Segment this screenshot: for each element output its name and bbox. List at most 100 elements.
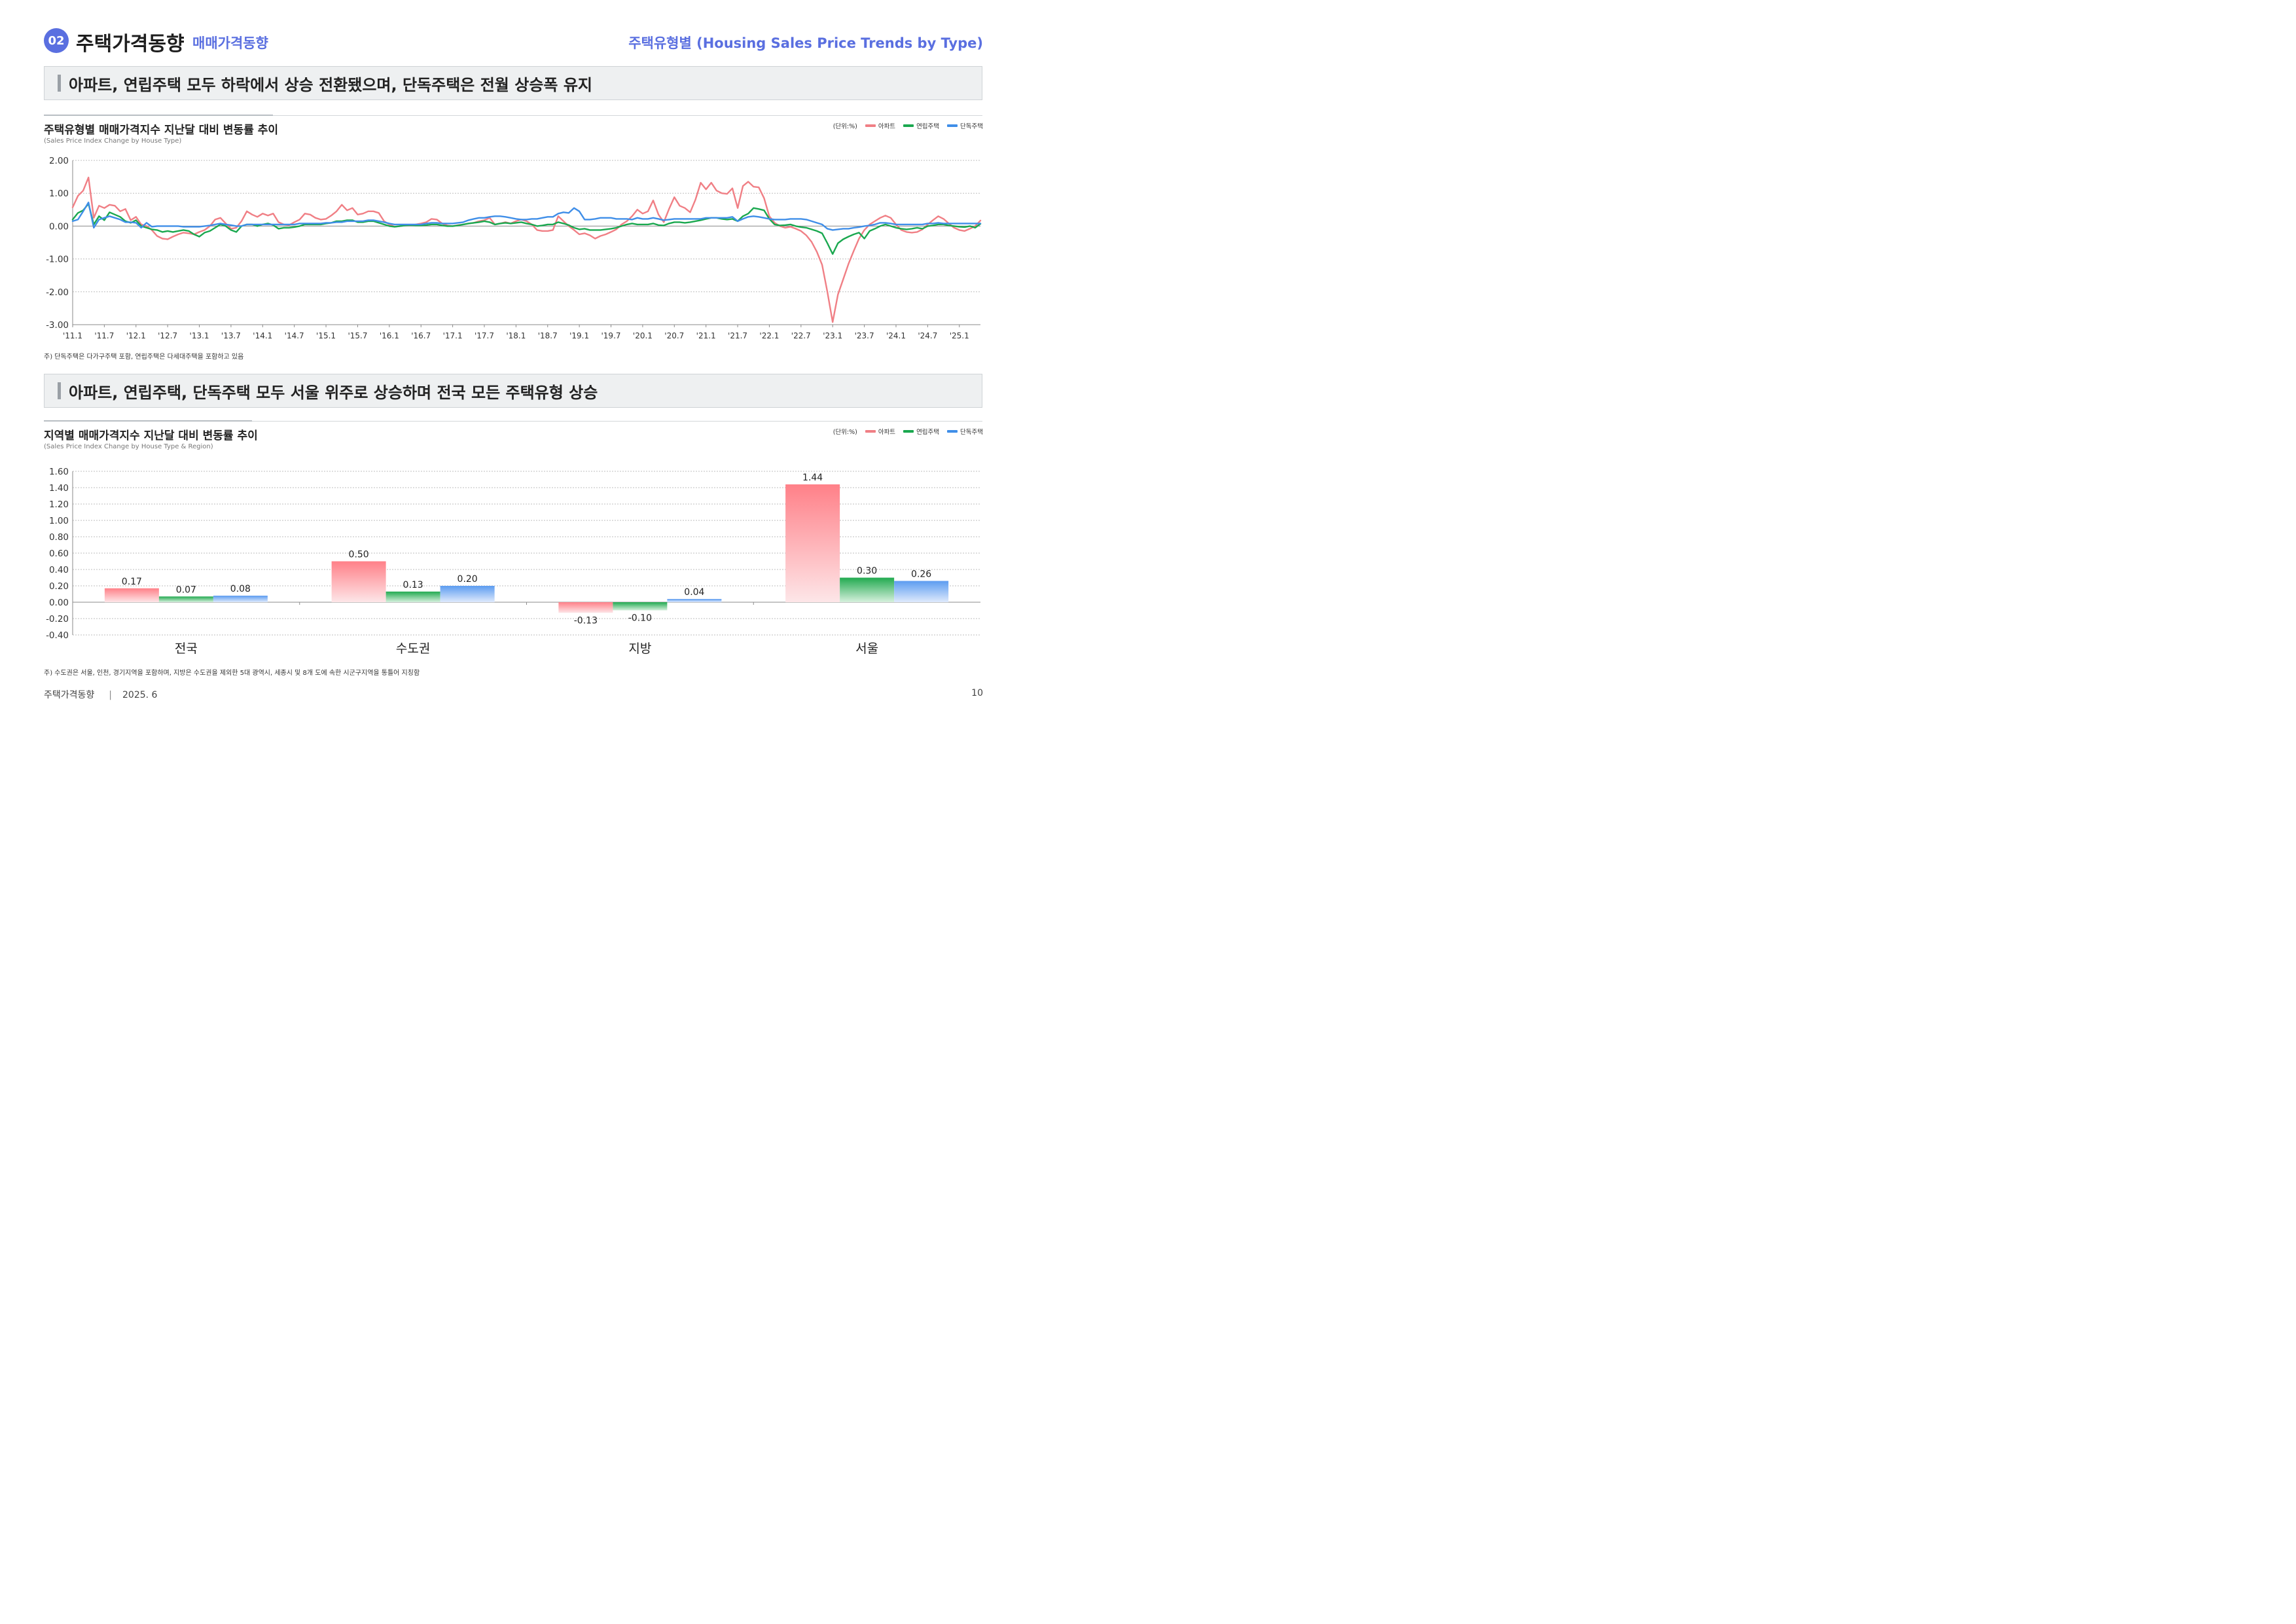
report-page: 02 주택가격동향 매매가격동향 주택유형별 (Housing Sales Pr… <box>0 0 1021 722</box>
legend-label: 단독주택 <box>960 429 983 436</box>
x-tick-label: '11.7 <box>94 331 114 340</box>
x-tick-label: '11.1 <box>63 331 82 340</box>
x-tick-label: '17.1 <box>443 331 463 340</box>
data-label: 0.50 <box>349 550 369 560</box>
chart2-title-rule <box>44 420 252 422</box>
legend-label: 단독주택 <box>960 123 983 130</box>
x-tick-label: '20.1 <box>633 331 653 340</box>
y-tick-label: 1.00 <box>49 189 69 199</box>
apartment-bar <box>331 561 386 602</box>
chart1-title-rule <box>44 115 273 116</box>
category-label: 수도권 <box>396 641 430 656</box>
category-label: 전국 <box>175 641 198 656</box>
x-tick-label: '16.1 <box>380 331 399 340</box>
data-label: 0.08 <box>230 584 251 594</box>
y-tick-label: 0.60 <box>49 549 69 559</box>
y-tick-label: 0.00 <box>49 221 69 232</box>
x-tick-label: '18.1 <box>506 331 526 340</box>
apartment-bar <box>785 484 840 602</box>
data-label: 1.44 <box>802 473 823 483</box>
legend-swatch <box>865 124 876 127</box>
legend-item-apartment: 아파트 <box>865 121 895 130</box>
x-tick-label: '23.7 <box>855 331 874 340</box>
y-tick-label: -3.00 <box>46 320 69 331</box>
bar-chart: 1.60 1.40 1.20 1.00 0.80 0.60 0.40 0.20 0.00 -0.2… <box>46 467 980 656</box>
y-tick-label: -0.40 <box>46 630 69 641</box>
legend-item-apartment: 아파트 <box>865 427 895 436</box>
x-tick-label: '14.7 <box>285 331 304 340</box>
x-tick-label: '20.7 <box>664 331 684 340</box>
footer-separator: | <box>109 690 112 700</box>
data-label: 0.26 <box>911 569 931 580</box>
data-label: 0.04 <box>684 587 704 598</box>
legend-item-detached: 단독주택 <box>947 427 983 436</box>
legend-unit: (단위:%) <box>833 429 857 436</box>
y-tick-label: -1.00 <box>46 255 69 265</box>
chart1-legend: (단위:%) 아파트 연립주택 단독주택 <box>833 121 983 130</box>
footer-left: 주택가격동향 | 2025. 6 <box>44 688 157 701</box>
x-tick-label: '21.1 <box>696 331 716 340</box>
legend-swatch <box>903 124 914 127</box>
line-chart: 2.00 1.00 0.00 -1.00 -2.00 -3.00'11.1 '11.7 '12… <box>46 156 982 340</box>
y-tick-label: 1.20 <box>49 499 69 510</box>
rowhouse-bar <box>386 591 440 602</box>
chart2-note: 주) 수도권은 서울, 인천, 경기지역을 포함하며, 지방은 수도권을 제외한… <box>44 670 420 677</box>
x-tick-label: '24.7 <box>918 331 937 340</box>
chart1-divider <box>44 115 982 116</box>
x-tick-label: '13.1 <box>190 331 209 340</box>
x-tick-label: '15.7 <box>348 331 367 340</box>
data-label: -0.10 <box>628 613 652 624</box>
data-label: 0.07 <box>176 585 196 595</box>
section-title: 주택가격동향 <box>76 33 185 56</box>
data-label: -0.13 <box>574 615 598 626</box>
x-tick-label: '12.1 <box>126 331 146 340</box>
rowhouse-bar <box>158 596 213 602</box>
x-tick-label: '17.7 <box>475 331 494 340</box>
legend-item-rowhouse: 연립주택 <box>903 121 939 130</box>
rowhouse-line <box>71 203 982 255</box>
detached-bar <box>213 596 268 602</box>
y-tick-label: 0.40 <box>49 565 69 575</box>
headline-box-1: 아파트, 연립주택 모두 하락에서 상승 전환됐으며, 단독주택은 전월 상승폭… <box>44 66 982 100</box>
section-number-badge: 02 <box>44 28 69 53</box>
detached-bar <box>894 581 949 602</box>
x-tick-label: '25.1 <box>950 331 969 340</box>
x-tick-label: '18.7 <box>538 331 558 340</box>
chart1-note: 주) 단독주택은 다가구주택 포함, 연립주택은 다세대주택을 포함하고 있음 <box>44 353 244 361</box>
legend-item-rowhouse: 연립주택 <box>903 427 939 436</box>
chart2-title: 지역별 매매가격지수 지난달 대비 변동률 추이 <box>44 429 258 442</box>
category-label: 서울 <box>855 641 878 656</box>
detached-bar <box>440 586 495 602</box>
apartment-line <box>71 176 982 323</box>
headline-marker <box>58 75 61 92</box>
chart2-subtitle: (Sales Price Index Change by House Type … <box>44 443 213 450</box>
chart2-divider <box>44 421 982 422</box>
detached-line <box>71 202 982 231</box>
apartment-bar <box>558 602 613 613</box>
x-tick-label: '14.1 <box>253 331 272 340</box>
legend-swatch <box>865 430 876 433</box>
legend-swatch <box>903 430 914 433</box>
y-tick-label: 1.00 <box>49 516 69 526</box>
detached-bar <box>667 599 722 602</box>
x-tick-label: '22.7 <box>791 331 811 340</box>
chart1-subtitle: (Sales Price Index Change by House Type) <box>44 137 182 145</box>
x-tick-label: '19.7 <box>601 331 621 340</box>
chart1-title: 주택유형별 매매가격지수 지난달 대비 변동률 추이 <box>44 124 279 137</box>
legend-item-detached: 단독주택 <box>947 121 983 130</box>
legend-label: 연립주택 <box>916 429 940 436</box>
chart2-legend: (단위:%) 아파트 연립주택 단독주택 <box>833 427 983 436</box>
y-tick-label: -0.20 <box>46 614 69 624</box>
data-label: 0.17 <box>122 577 142 587</box>
rowhouse-bar <box>840 577 895 602</box>
x-tick-label: '12.7 <box>158 331 177 340</box>
headline-marker <box>58 382 61 399</box>
apartment-bar <box>104 588 159 602</box>
legend-swatch <box>947 430 958 433</box>
y-tick-label: 1.60 <box>49 467 69 477</box>
y-tick-label: 2.00 <box>49 156 69 166</box>
rowhouse-bar <box>613 602 668 611</box>
category-label: 지방 <box>628 641 651 656</box>
x-tick-label: '15.1 <box>316 331 336 340</box>
y-tick-label: 0.20 <box>49 581 69 592</box>
